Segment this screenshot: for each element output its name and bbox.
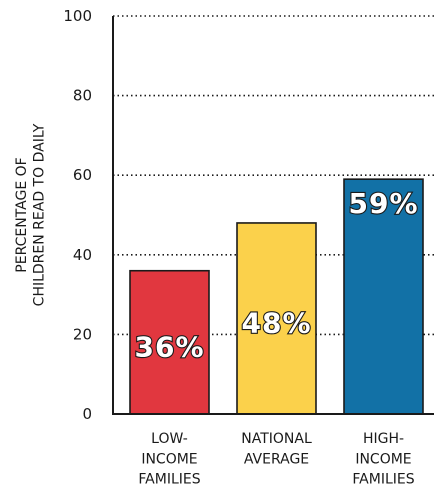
y-axis-title-text: PERCENTAGE OF CHILDREN READ TO DAILY: [14, 123, 48, 306]
data-label: 48%: [241, 306, 311, 339]
bars: [129, 178, 424, 415]
bar: [343, 178, 424, 415]
x-category-label-line: FAMILIES: [138, 472, 200, 488]
category-labels: LOW- INCOME FAMILIES NATIONAL AVERAGE HIGH- IN…: [138, 431, 414, 488]
y-tick-label: 80: [73, 87, 92, 105]
data-label: 59%: [348, 187, 418, 220]
x-category-label: LOW- INCOME FAMILIES: [138, 431, 200, 488]
x-category-label-line: NATIONAL: [241, 431, 312, 447]
y-axis-title-line: PERCENTAGE OF: [14, 157, 30, 272]
y-axis-title: PERCENTAGE OF CHILDREN READ TO DAILY: [14, 123, 48, 306]
y-tick-label: 40: [73, 246, 92, 264]
y-tick-label: 20: [73, 325, 92, 343]
x-category-label-line: INCOME: [141, 451, 197, 467]
bar: [236, 222, 317, 415]
y-tick-label: 60: [73, 166, 92, 184]
x-category-label-line: AVERAGE: [244, 451, 309, 467]
bar: [129, 269, 210, 415]
x-category-label-line: LOW-: [151, 431, 188, 447]
data-labels: 36% 48% 59%: [133, 186, 418, 364]
x-category-label-line: FAMILIES: [352, 472, 414, 488]
y-tick-label: 0: [82, 405, 92, 423]
data-label: 36%: [134, 330, 204, 363]
x-category-label-line: HIGH-: [363, 431, 404, 447]
y-axis-title-line: CHILDREN READ TO DAILY: [32, 123, 48, 306]
y-tick-label: 100: [63, 7, 92, 25]
x-category-label: HIGH- INCOME FAMILIES: [352, 431, 414, 488]
x-category-label: NATIONAL AVERAGE: [241, 431, 312, 467]
axes: [112, 16, 434, 415]
x-category-label-line: INCOME: [355, 451, 411, 467]
y-tick-labels: 0 20 40 60 80 100: [63, 7, 92, 423]
